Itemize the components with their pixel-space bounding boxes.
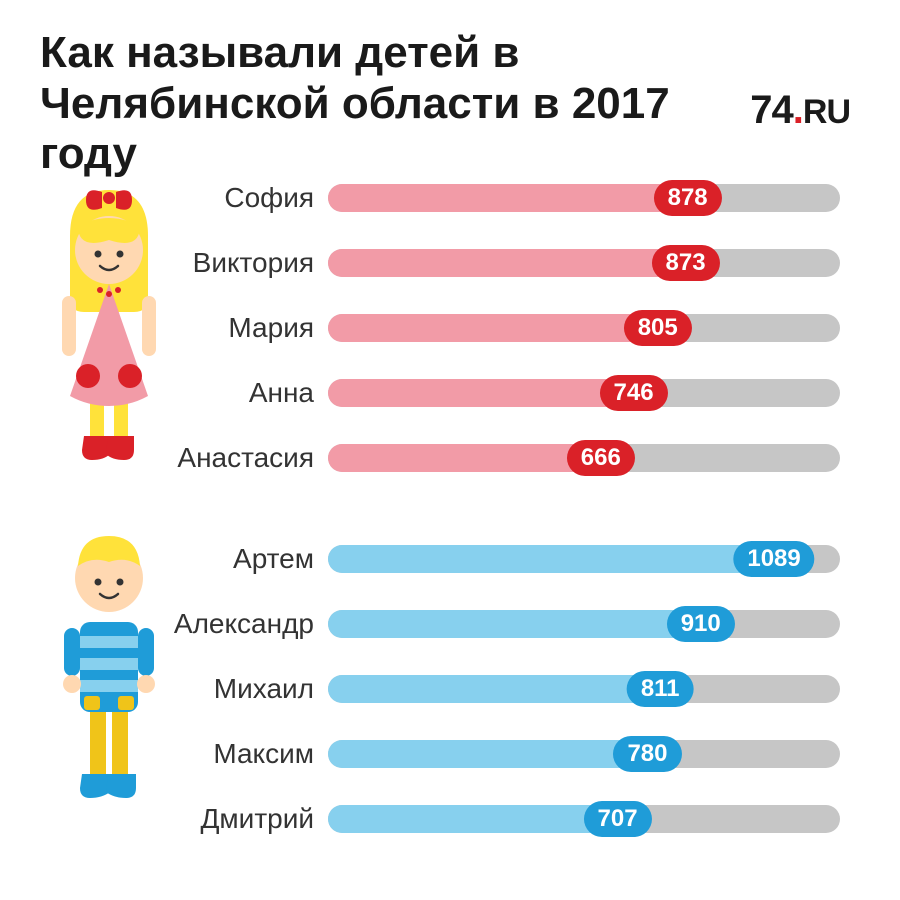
name-label: Виктория <box>0 247 328 279</box>
name-label: София <box>0 182 328 214</box>
bar-fill <box>328 545 774 573</box>
bar-fill <box>328 444 601 472</box>
name-label: Анастасия <box>0 442 328 474</box>
logo-dot: . <box>793 88 803 132</box>
name-label: Александр <box>0 608 328 640</box>
name-label: Артем <box>0 543 328 575</box>
bar-track: 811 <box>328 675 840 703</box>
bar-fill <box>328 379 634 407</box>
name-label: Мария <box>0 312 328 344</box>
bar-track: 1089 <box>328 545 840 573</box>
chart-row: Артем1089 <box>0 531 840 587</box>
value-pill: 805 <box>624 310 692 346</box>
chart-row: Виктория873 <box>0 235 840 291</box>
bar-track: 666 <box>328 444 840 472</box>
bar-fill <box>328 675 660 703</box>
logo-main: 74 <box>750 88 793 132</box>
value-pill: 666 <box>567 440 635 476</box>
bar-fill <box>328 610 701 638</box>
chart-area: София878Виктория873Мария805Анна746Анаста… <box>0 170 840 856</box>
bar-track: 780 <box>328 740 840 768</box>
chart-row: Максим780 <box>0 726 840 782</box>
chart-row: Анна746 <box>0 365 840 421</box>
bar-track: 746 <box>328 379 840 407</box>
logo-suffix: RU <box>803 93 850 131</box>
page-title: Как называли детей в Челябинской области… <box>40 28 720 180</box>
chart-row: Михаил811 <box>0 661 840 717</box>
bar-track: 805 <box>328 314 840 342</box>
bar-fill <box>328 249 686 277</box>
chart-row: Анастасия666 <box>0 430 840 486</box>
value-pill: 873 <box>652 245 720 281</box>
value-pill: 811 <box>627 671 694 707</box>
name-label: Анна <box>0 377 328 409</box>
name-label: Дмитрий <box>0 803 328 835</box>
bar-track: 873 <box>328 249 840 277</box>
name-label: Михаил <box>0 673 328 705</box>
value-pill: 878 <box>654 180 722 216</box>
value-pill: 1089 <box>733 541 814 577</box>
site-logo: 74.RU <box>750 88 850 133</box>
name-label: Максим <box>0 738 328 770</box>
bar-fill <box>328 314 658 342</box>
bar-track: 910 <box>328 610 840 638</box>
bar-fill <box>328 805 618 833</box>
bar-fill <box>328 184 688 212</box>
girls-section: София878Виктория873Мария805Анна746Анаста… <box>0 170 840 486</box>
bar-fill <box>328 740 647 768</box>
bar-track: 707 <box>328 805 840 833</box>
chart-row: Мария805 <box>0 300 840 356</box>
chart-row: Дмитрий707 <box>0 791 840 847</box>
value-pill: 746 <box>600 375 668 411</box>
value-pill: 707 <box>584 801 652 837</box>
boys-section: Артем1089Александр910Михаил811Максим780Д… <box>0 531 840 847</box>
bar-track: 878 <box>328 184 840 212</box>
value-pill: 910 <box>667 606 735 642</box>
section-gap <box>0 495 840 531</box>
chart-row: Александр910 <box>0 596 840 652</box>
value-pill: 780 <box>613 736 681 772</box>
chart-row: София878 <box>0 170 840 226</box>
